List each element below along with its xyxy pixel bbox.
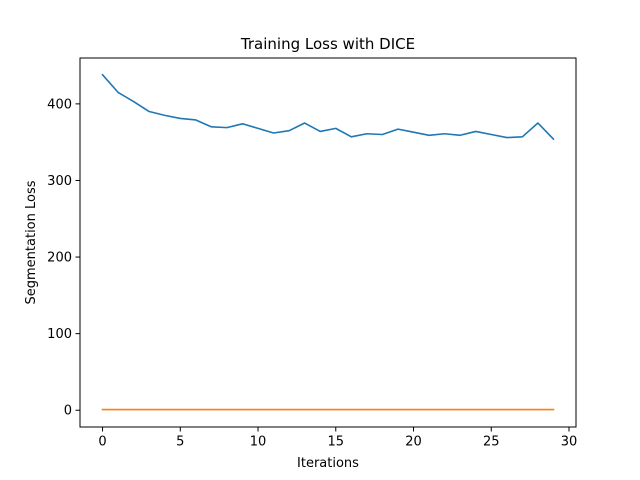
y-tick-label: 100: [47, 327, 72, 342]
x-tick-label: 5: [176, 435, 184, 450]
plot-area: [101, 73, 555, 411]
y-tick-label: 200: [47, 251, 72, 266]
y-tick-label: 400: [47, 97, 72, 112]
chart-title: Training Loss with DICE: [240, 35, 415, 53]
y-axis-ticks: 0 100 200 300 400: [47, 97, 80, 419]
y-axis-label: Segmentation Loss: [24, 180, 39, 304]
y-tick-label: 0: [64, 404, 72, 419]
x-tick-label: 30: [561, 435, 578, 450]
x-tick-label: 25: [483, 435, 500, 450]
x-axis-label: Iterations: [297, 456, 359, 471]
x-tick-label: 10: [250, 435, 267, 450]
axes-frame: [79, 57, 577, 428]
x-tick-label: 20: [405, 435, 422, 450]
series-line-1: [101, 73, 555, 141]
x-tick-label: 15: [328, 435, 345, 450]
y-tick-label: 300: [47, 174, 72, 189]
x-tick-label: 0: [98, 435, 106, 450]
x-axis-ticks: 0 5 10 15 20 25 30: [98, 427, 577, 450]
